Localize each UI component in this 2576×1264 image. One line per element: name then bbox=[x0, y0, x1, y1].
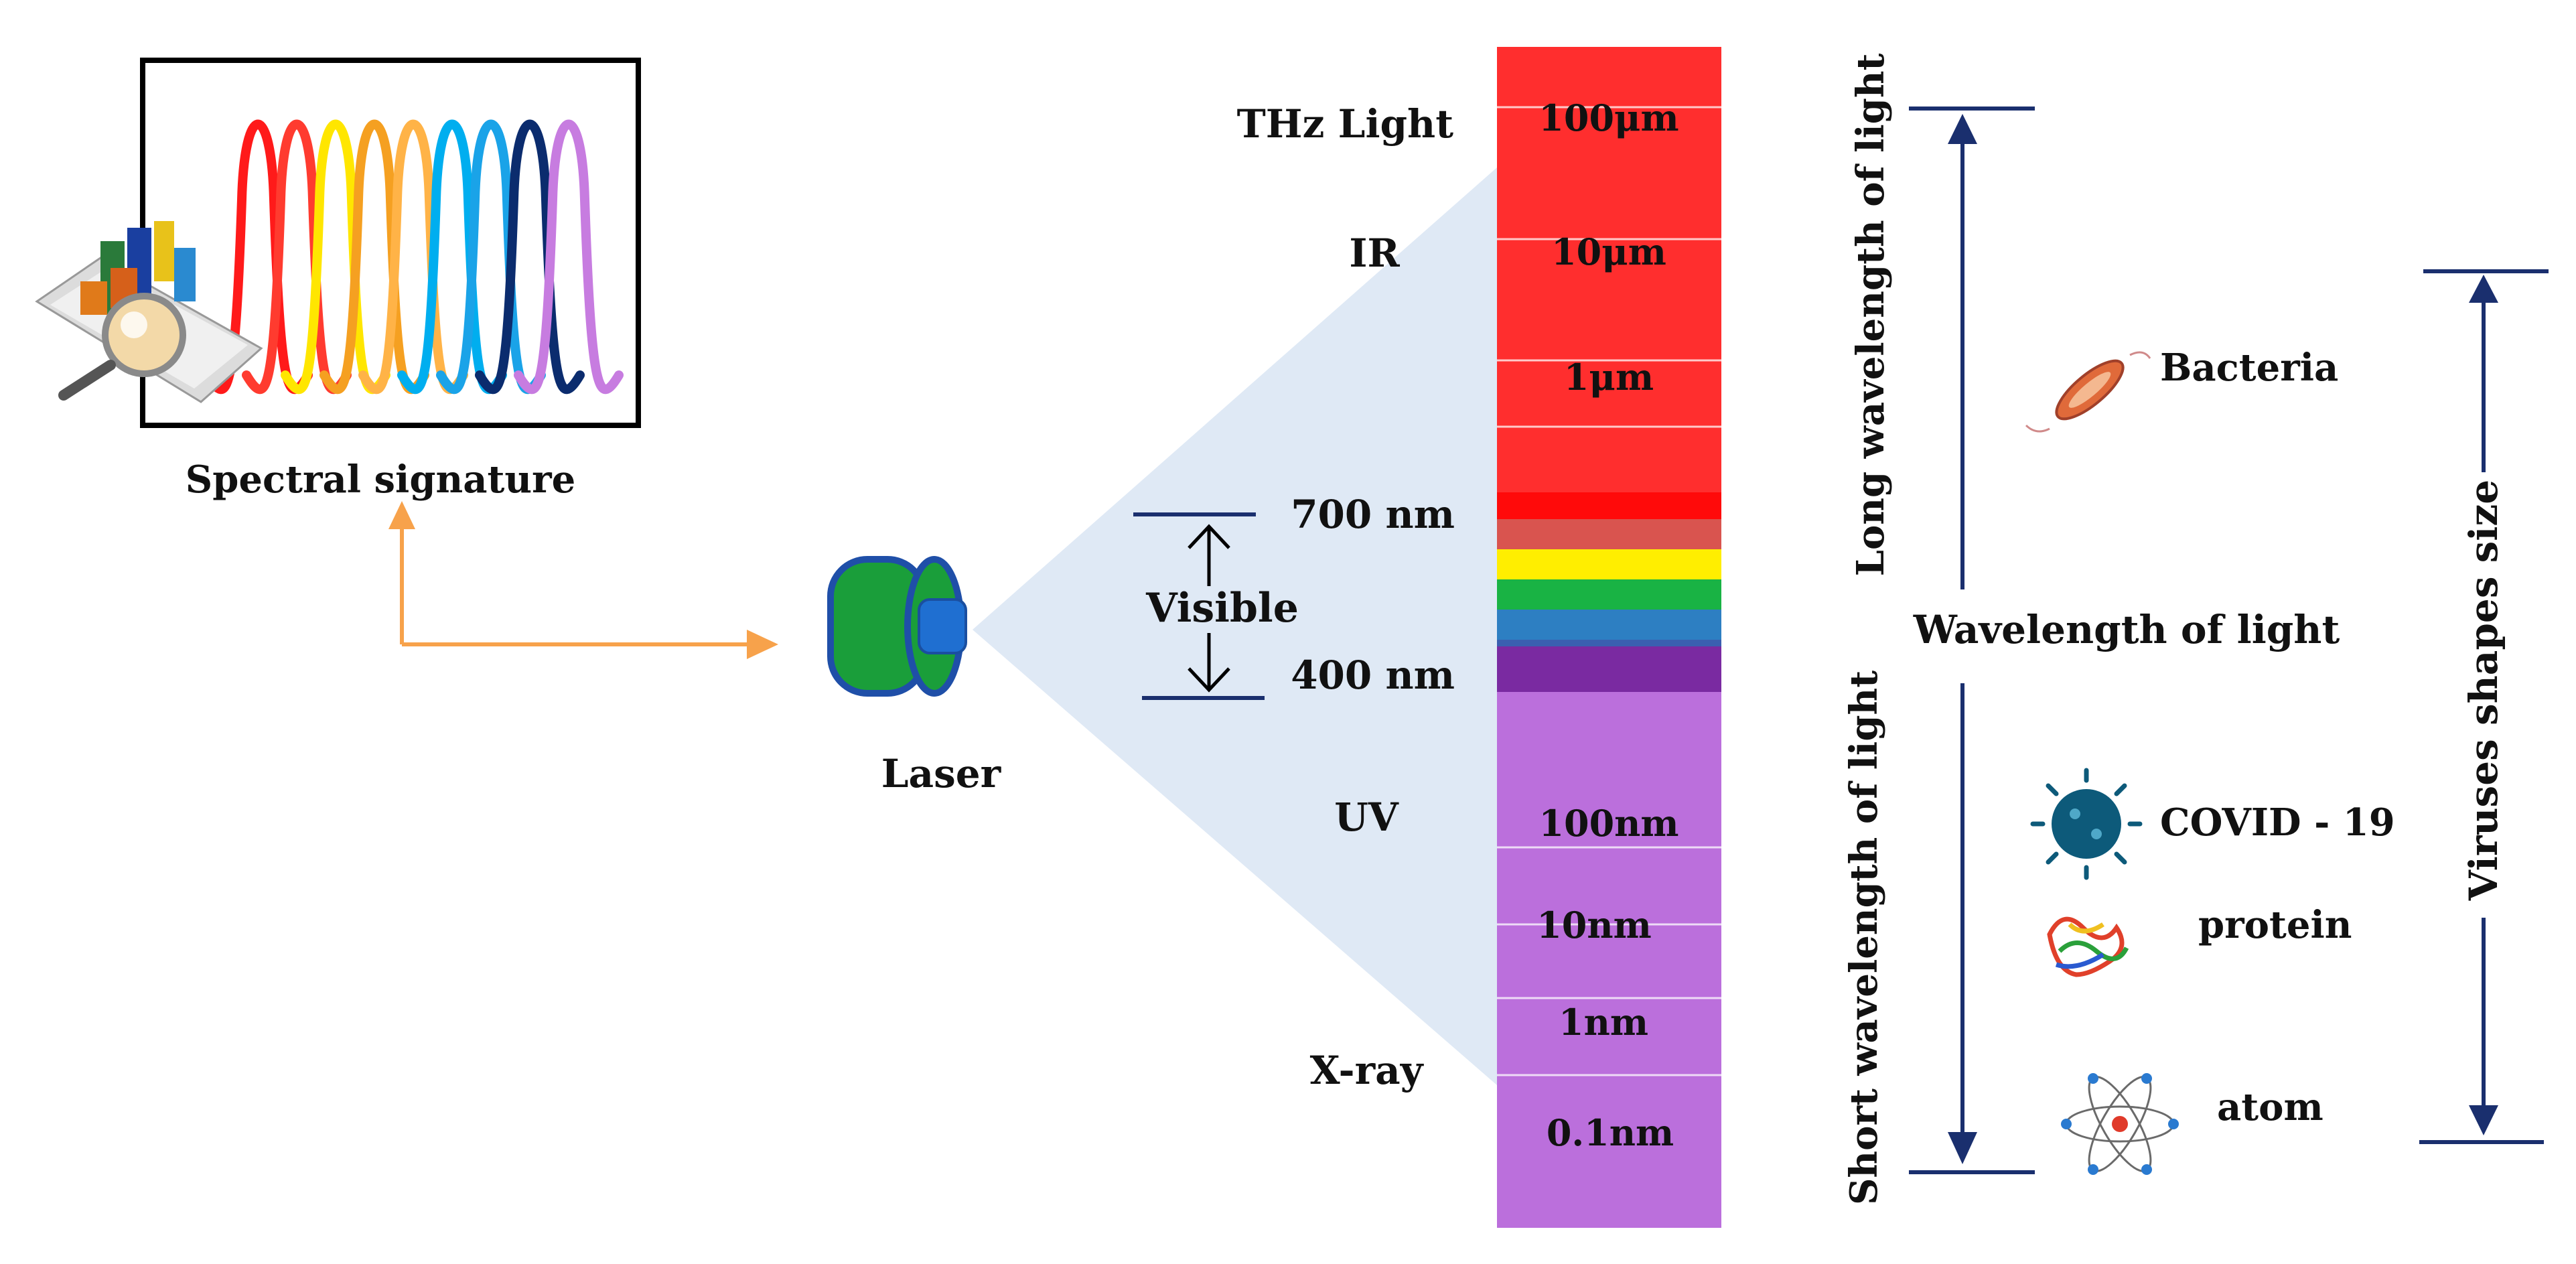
tick-label-0-1nm: 0.1nm bbox=[1547, 1111, 1674, 1154]
spectrum-bar: 100μm 10μm 1μm 100nm 10nm 1nm 0.1nm bbox=[1497, 47, 1721, 1228]
protein-icon bbox=[2047, 916, 2129, 977]
laser-label: Laser bbox=[881, 751, 1002, 796]
visible-label: Visible bbox=[1145, 585, 1299, 632]
band-label-thz: THz Light bbox=[1237, 101, 1454, 147]
analysis-icon bbox=[35, 221, 263, 403]
laser-device: Laser bbox=[827, 556, 1002, 796]
visible-red-band bbox=[1497, 492, 1721, 519]
bacteria-icon bbox=[2025, 351, 2151, 433]
atom-icon bbox=[2061, 1073, 2179, 1175]
spectral-peaks bbox=[203, 119, 624, 395]
band-label-400nm: 400 nm bbox=[1291, 652, 1455, 698]
spectral-peak-line bbox=[514, 119, 624, 395]
band-label-700nm: 700 nm bbox=[1291, 492, 1455, 537]
spectral-peak-line bbox=[475, 119, 585, 395]
light-cone bbox=[973, 167, 1497, 1085]
tick-label-100um: 100μm bbox=[1539, 96, 1678, 139]
tick-label-100nm: 100nm bbox=[1539, 802, 1678, 845]
ir-band bbox=[1497, 47, 1721, 492]
protein-label: protein bbox=[2198, 903, 2352, 947]
tick-label-1nm: 1nm bbox=[1559, 1001, 1648, 1044]
size-axis: Viruses shapes size bbox=[2419, 269, 2549, 1144]
signal-arrow bbox=[388, 501, 778, 659]
uv-band bbox=[1497, 692, 1721, 1228]
spectral-caption: Spectral signature bbox=[186, 458, 575, 502]
visible-orange-band bbox=[1497, 519, 1721, 549]
tick-label-10um: 10μm bbox=[1551, 230, 1666, 273]
visible-green-band bbox=[1497, 579, 1721, 610]
visible-blue-band bbox=[1497, 610, 1721, 640]
band-label-ir: IR bbox=[1349, 230, 1400, 276]
scale-ticks bbox=[1497, 106, 1721, 1076]
size-axis-label: Viruses shapes size bbox=[2461, 480, 2506, 901]
covid-icon bbox=[2030, 768, 2143, 880]
covid-label: COVID - 19 bbox=[2160, 800, 2395, 845]
long-wavelength-label: Long wavelength of light bbox=[1849, 53, 1893, 576]
tick-label-10nm: 10nm bbox=[1536, 904, 1652, 946]
bacteria-label: Bacteria bbox=[2160, 346, 2338, 390]
visible-yellow-band bbox=[1497, 549, 1721, 579]
wavelength-label: Wavelength of light bbox=[1913, 607, 2340, 652]
short-wavelength-label: Short wavelength of light bbox=[1842, 671, 1886, 1205]
spectral-signature-panel: Spectral signature bbox=[35, 58, 641, 502]
violet-band bbox=[1497, 646, 1721, 692]
band-label-uv: UV bbox=[1334, 794, 1399, 840]
visible-indigo-band bbox=[1497, 640, 1721, 646]
visible-bracket: Visible bbox=[1133, 512, 1299, 700]
wavelength-axis: Wavelength of light Long wavelength of l… bbox=[1842, 53, 2340, 1205]
band-label-xray: X-ray bbox=[1310, 1048, 1425, 1093]
tick-label-1um: 1μm bbox=[1564, 356, 1654, 399]
atom-label: atom bbox=[2217, 1085, 2323, 1129]
